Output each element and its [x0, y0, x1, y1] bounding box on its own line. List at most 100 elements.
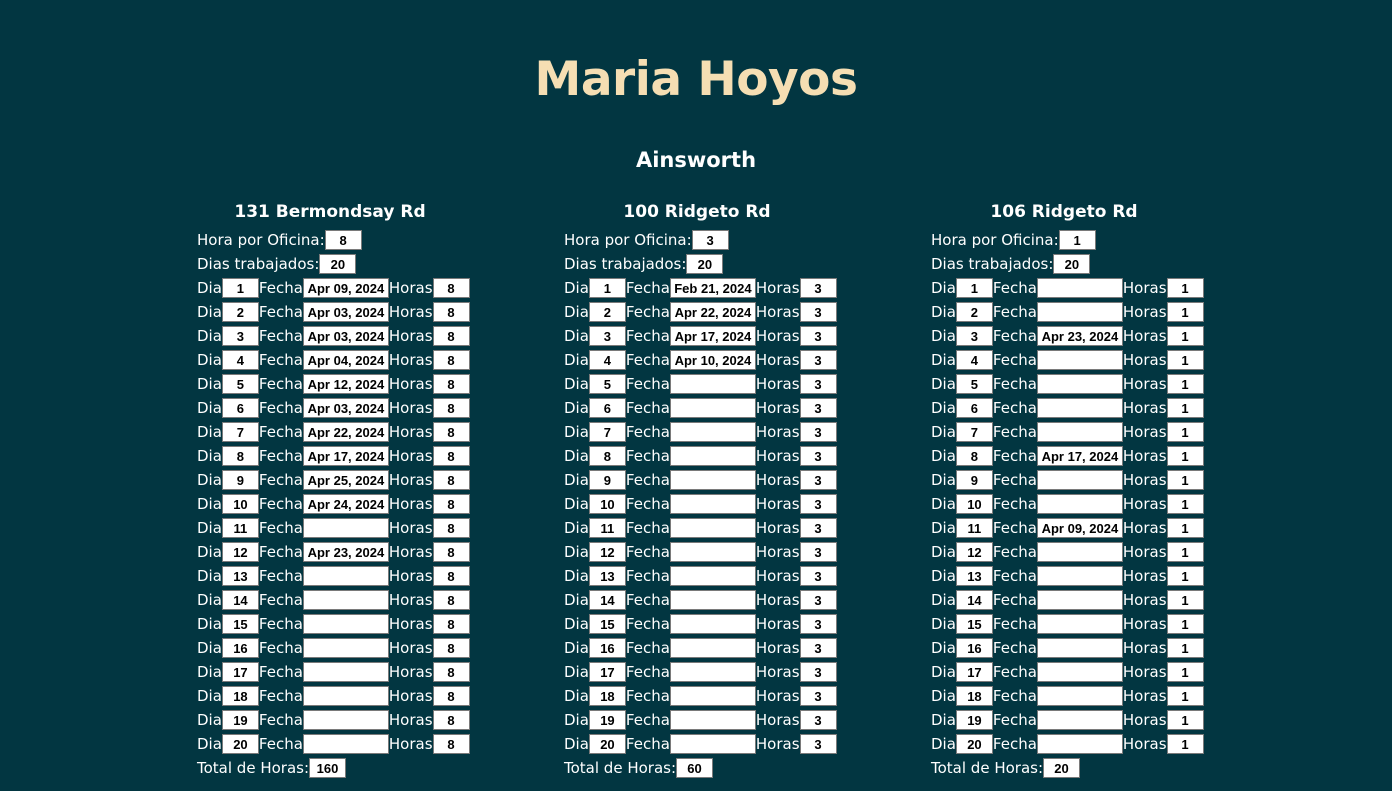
fecha-field[interactable]	[669, 494, 756, 514]
horas-field[interactable]: 1	[1166, 350, 1204, 370]
fecha-field[interactable]: Apr 17, 2024	[302, 446, 389, 466]
dia-field[interactable]: 10	[955, 494, 993, 514]
horas-field[interactable]: 1	[1166, 662, 1204, 682]
horas-field[interactable]: 1	[1166, 638, 1204, 658]
fecha-field[interactable]	[1036, 662, 1123, 682]
fecha-field[interactable]	[1036, 494, 1123, 514]
horas-field[interactable]: 1	[1166, 518, 1204, 538]
horas-field[interactable]: 1	[1166, 398, 1204, 418]
fecha-field[interactable]: Apr 22, 2024	[669, 302, 756, 322]
horas-field[interactable]: 8	[432, 734, 470, 754]
fecha-field[interactable]: Apr 17, 2024	[1036, 446, 1123, 466]
horas-field[interactable]: 1	[1166, 494, 1204, 514]
horas-field[interactable]: 3	[799, 278, 837, 298]
dia-field[interactable]: 20	[588, 734, 626, 754]
dia-field[interactable]: 19	[955, 710, 993, 730]
horas-field[interactable]: 3	[799, 710, 837, 730]
dia-field[interactable]: 19	[588, 710, 626, 730]
dia-field[interactable]: 6	[955, 398, 993, 418]
dia-field[interactable]: 14	[588, 590, 626, 610]
fecha-field[interactable]	[302, 518, 389, 538]
fecha-field[interactable]	[669, 614, 756, 634]
fecha-field[interactable]	[669, 566, 756, 586]
dia-field[interactable]: 13	[588, 566, 626, 586]
dia-field[interactable]: 10	[221, 494, 259, 514]
horas-field[interactable]: 8	[432, 590, 470, 610]
dia-field[interactable]: 2	[955, 302, 993, 322]
dia-field[interactable]: 10	[588, 494, 626, 514]
fecha-field[interactable]	[669, 710, 756, 730]
dia-field[interactable]: 18	[221, 686, 259, 706]
horas-field[interactable]: 8	[432, 278, 470, 298]
dia-field[interactable]: 4	[221, 350, 259, 370]
horas-field[interactable]: 1	[1166, 278, 1204, 298]
horas-field[interactable]: 3	[799, 350, 837, 370]
horas-field[interactable]: 8	[432, 542, 470, 562]
fecha-field[interactable]: Apr 09, 2024	[302, 278, 389, 298]
fecha-field[interactable]	[302, 734, 389, 754]
fecha-field[interactable]	[302, 590, 389, 610]
horas-field[interactable]: 3	[799, 326, 837, 346]
dia-field[interactable]: 19	[221, 710, 259, 730]
fecha-field[interactable]	[669, 470, 756, 490]
dia-field[interactable]: 11	[221, 518, 259, 538]
fecha-field[interactable]: Apr 17, 2024	[669, 326, 756, 346]
hora-por-oficina-field[interactable]: 3	[691, 230, 729, 250]
dia-field[interactable]: 1	[588, 278, 626, 298]
horas-field[interactable]: 1	[1166, 566, 1204, 586]
total-horas-field[interactable]: 60	[676, 758, 714, 778]
dia-field[interactable]: 15	[588, 614, 626, 634]
horas-field[interactable]: 3	[799, 470, 837, 490]
horas-field[interactable]: 8	[432, 374, 470, 394]
dia-field[interactable]: 17	[588, 662, 626, 682]
fecha-field[interactable]	[302, 710, 389, 730]
horas-field[interactable]: 8	[432, 470, 470, 490]
horas-field[interactable]: 8	[432, 614, 470, 634]
horas-field[interactable]: 3	[799, 590, 837, 610]
dia-field[interactable]: 8	[588, 446, 626, 466]
dia-field[interactable]: 20	[221, 734, 259, 754]
horas-field[interactable]: 3	[799, 662, 837, 682]
fecha-field[interactable]	[302, 662, 389, 682]
dias-trabajados-field[interactable]: 20	[686, 254, 724, 274]
fecha-field[interactable]	[1036, 302, 1123, 322]
fecha-field[interactable]	[669, 422, 756, 442]
fecha-field[interactable]	[669, 590, 756, 610]
horas-field[interactable]: 8	[432, 518, 470, 538]
fecha-field[interactable]	[1036, 398, 1123, 418]
dia-field[interactable]: 9	[588, 470, 626, 490]
horas-field[interactable]: 1	[1166, 302, 1204, 322]
fecha-field[interactable]	[1036, 638, 1123, 658]
fecha-field[interactable]: Apr 25, 2024	[302, 470, 389, 490]
fecha-field[interactable]	[1036, 374, 1123, 394]
dias-trabajados-field[interactable]: 20	[1053, 254, 1091, 274]
fecha-field[interactable]: Apr 24, 2024	[302, 494, 389, 514]
fecha-field[interactable]: Apr 03, 2024	[302, 302, 389, 322]
fecha-field[interactable]: Apr 04, 2024	[302, 350, 389, 370]
horas-field[interactable]: 3	[799, 638, 837, 658]
fecha-field[interactable]: Apr 10, 2024	[669, 350, 756, 370]
fecha-field[interactable]	[669, 638, 756, 658]
dia-field[interactable]: 12	[955, 542, 993, 562]
horas-field[interactable]: 1	[1166, 614, 1204, 634]
dia-field[interactable]: 13	[955, 566, 993, 586]
horas-field[interactable]: 3	[799, 614, 837, 634]
dia-field[interactable]: 2	[588, 302, 626, 322]
dias-trabajados-field[interactable]: 20	[319, 254, 357, 274]
fecha-field[interactable]	[1036, 470, 1123, 490]
horas-field[interactable]: 8	[432, 326, 470, 346]
dia-field[interactable]: 5	[955, 374, 993, 394]
horas-field[interactable]: 1	[1166, 734, 1204, 754]
fecha-field[interactable]	[1036, 422, 1123, 442]
dia-field[interactable]: 6	[588, 398, 626, 418]
fecha-field[interactable]	[669, 398, 756, 418]
dia-field[interactable]: 3	[588, 326, 626, 346]
total-horas-field[interactable]: 160	[309, 758, 347, 778]
fecha-field[interactable]: Apr 03, 2024	[302, 398, 389, 418]
horas-field[interactable]: 1	[1166, 422, 1204, 442]
dia-field[interactable]: 3	[221, 326, 259, 346]
dia-field[interactable]: 12	[588, 542, 626, 562]
horas-field[interactable]: 8	[432, 662, 470, 682]
horas-field[interactable]: 1	[1166, 446, 1204, 466]
fecha-field[interactable]	[302, 686, 389, 706]
